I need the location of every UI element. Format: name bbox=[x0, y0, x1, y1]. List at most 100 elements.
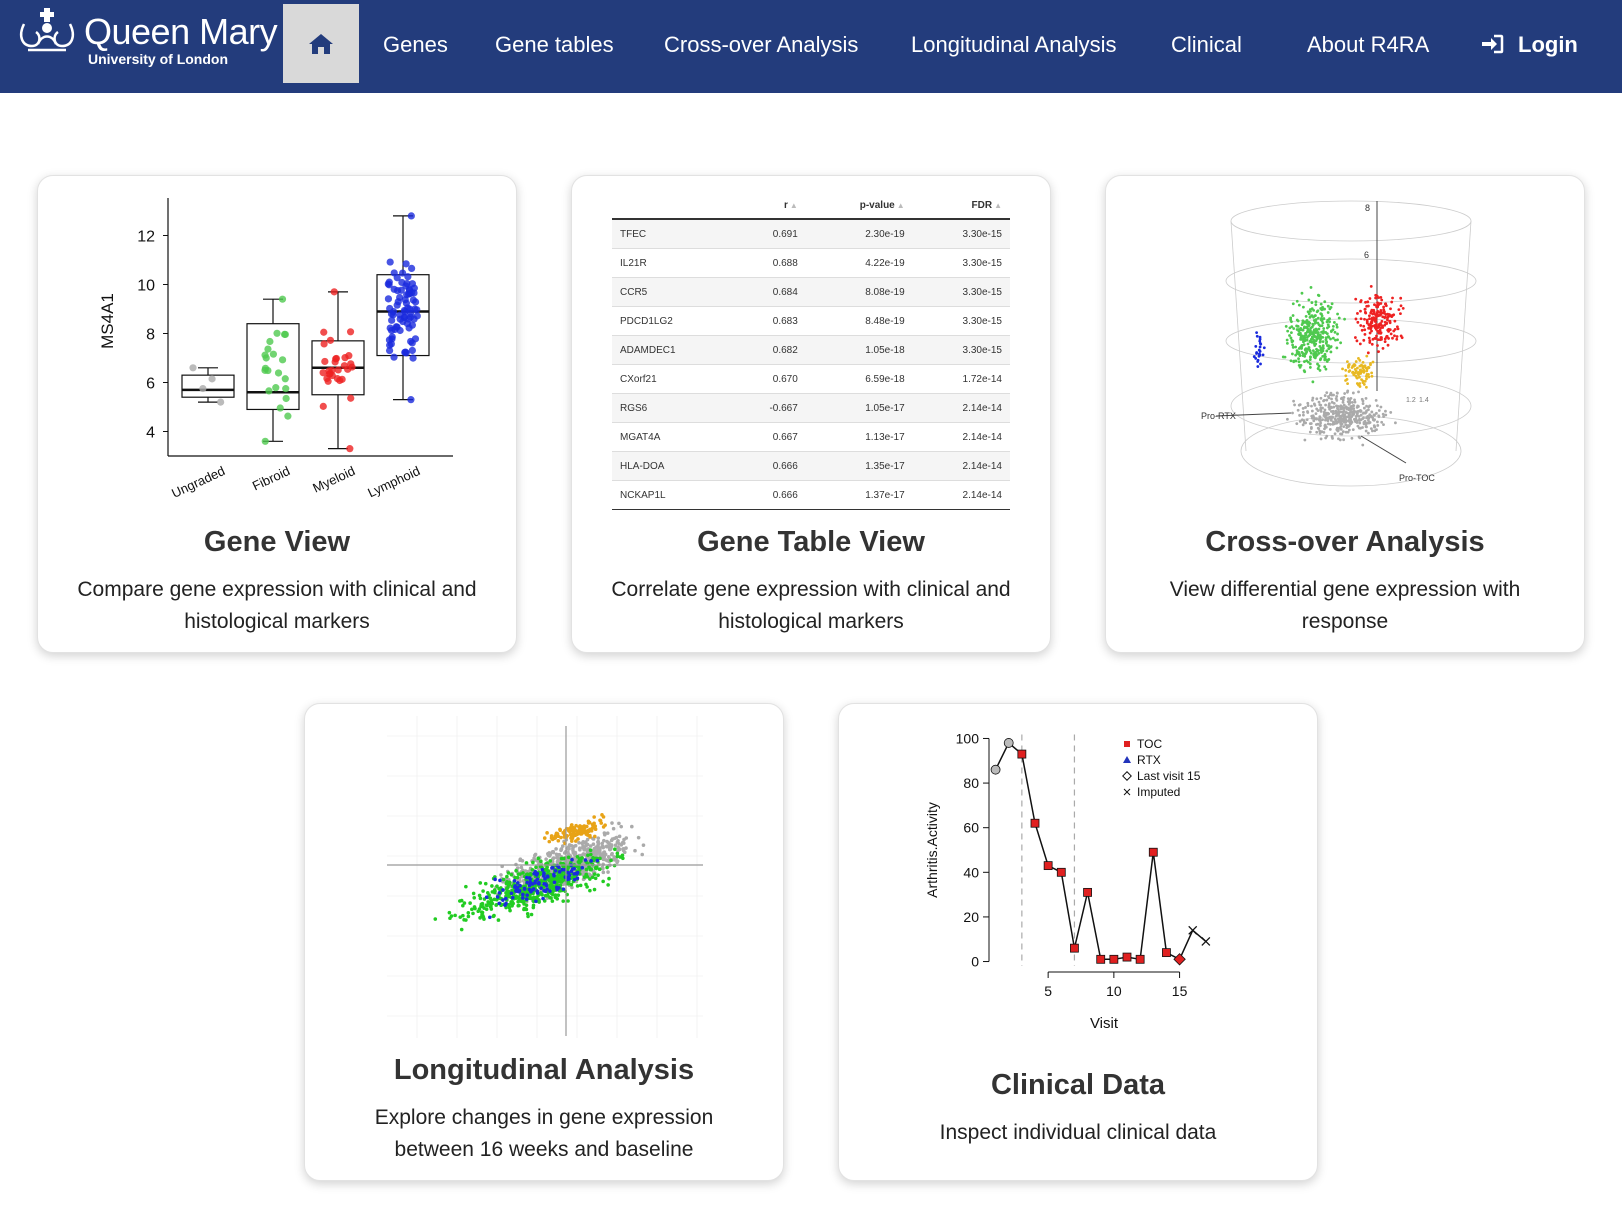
data-point bbox=[1368, 317, 1371, 321]
data-point bbox=[1335, 426, 1339, 430]
data-point bbox=[607, 876, 611, 881]
home-icon bbox=[309, 33, 333, 54]
data-point bbox=[537, 900, 541, 904]
table-cell: 4.22e-19 bbox=[805, 248, 913, 278]
data-point bbox=[1314, 303, 1318, 307]
data-point bbox=[1319, 302, 1323, 306]
table-cell: MGAT4A bbox=[612, 422, 728, 452]
nav-login[interactable]: Login bbox=[1480, 0, 1578, 90]
data-point bbox=[1362, 324, 1366, 328]
table-cell: 2.14e-14 bbox=[912, 480, 1010, 510]
co-tick-label: 1.2 bbox=[1406, 397, 1416, 404]
data-point bbox=[1370, 308, 1374, 312]
data-point bbox=[488, 915, 492, 920]
data-point bbox=[390, 353, 398, 361]
x-tick-label: Fibroid bbox=[250, 463, 292, 493]
y-axis-label: Arthritis.Activity bbox=[924, 802, 940, 898]
data-point bbox=[1297, 333, 1301, 336]
data-point bbox=[1347, 415, 1351, 419]
data-point bbox=[1308, 332, 1312, 336]
data-point bbox=[611, 826, 616, 831]
data-point bbox=[1386, 315, 1390, 319]
data-point bbox=[1056, 867, 1066, 877]
data-point bbox=[579, 859, 583, 863]
data-point bbox=[1346, 390, 1349, 394]
x-tick-label: 15 bbox=[1172, 983, 1188, 999]
data-point bbox=[1324, 425, 1328, 429]
y-tick-label: 100 bbox=[956, 734, 980, 746]
card-clinical-data[interactable]: 0 20 40 60 80 100 5 10 15 Visit Arthritis.Activity… bbox=[838, 703, 1318, 1181]
data-point bbox=[1291, 314, 1295, 317]
y-tick-label: 4 bbox=[146, 425, 155, 442]
data-point bbox=[595, 852, 599, 856]
data-point bbox=[495, 895, 500, 899]
data-point bbox=[1289, 359, 1293, 363]
qmul-logo[interactable]: Queen Mary University of London bbox=[16, 6, 278, 70]
nav-gene-tables[interactable]: Gene tables bbox=[495, 32, 614, 57]
nav-cross-over-analysis[interactable]: Cross-over Analysis bbox=[664, 32, 859, 57]
nav-genes[interactable]: Genes bbox=[383, 32, 448, 57]
data-point bbox=[1259, 362, 1262, 366]
data-point bbox=[1317, 323, 1321, 327]
data-point bbox=[493, 877, 497, 882]
data-point bbox=[1379, 322, 1382, 325]
data-point bbox=[1335, 421, 1339, 425]
data-point bbox=[1375, 304, 1379, 308]
data-point bbox=[217, 398, 225, 406]
data-point bbox=[1305, 359, 1309, 363]
data-point bbox=[1286, 329, 1290, 333]
data-point bbox=[1384, 315, 1387, 319]
card-gene-table-view[interactable]: r ▲ p-value ▲ FDR ▲ TFEC 0.691 2.30e-19 3.30e-… bbox=[571, 175, 1051, 653]
data-point bbox=[553, 868, 558, 873]
data-point bbox=[1346, 430, 1350, 434]
data-point bbox=[1334, 397, 1338, 400]
data-point bbox=[535, 877, 540, 881]
data-point bbox=[1362, 411, 1366, 415]
data-point bbox=[1304, 406, 1307, 409]
nav-longitudinal-analysis[interactable]: Longitudinal Analysis bbox=[911, 32, 1117, 57]
data-point bbox=[384, 280, 392, 288]
data-point bbox=[1325, 326, 1329, 330]
data-point bbox=[1030, 818, 1040, 828]
data-point bbox=[1374, 398, 1378, 402]
card-gene-view[interactable]: MS4A1 4 6 8 10 12 Ungraded Fibroid Myeloid Lymp… bbox=[37, 175, 517, 653]
data-point bbox=[1382, 423, 1385, 427]
data-point bbox=[510, 895, 515, 900]
data-point bbox=[1376, 344, 1379, 347]
nav-home-button[interactable] bbox=[283, 4, 359, 83]
data-point bbox=[1334, 414, 1338, 418]
data-point bbox=[479, 910, 484, 915]
data-point bbox=[1122, 952, 1132, 962]
data-point bbox=[278, 356, 287, 364]
card-crossover-analysis[interactable]: Pro-RTX Pro-TOC 8 6 1.2 1.4 Cross-over A… bbox=[1105, 175, 1585, 653]
data-point bbox=[1314, 335, 1317, 339]
card-longitudinal-analysis[interactable]: Longitudinal Analysis Explore changes in… bbox=[304, 703, 784, 1181]
data-point bbox=[1297, 363, 1301, 367]
data-point bbox=[280, 330, 289, 338]
series-line bbox=[994, 741, 1194, 961]
data-point bbox=[403, 291, 411, 299]
data-point bbox=[1370, 429, 1374, 433]
data-point bbox=[513, 875, 517, 880]
nav-clinical[interactable]: Clinical bbox=[1171, 32, 1242, 57]
data-point bbox=[1291, 302, 1295, 306]
data-point bbox=[400, 313, 408, 321]
data-point bbox=[1292, 360, 1296, 364]
data-point bbox=[1301, 305, 1305, 309]
table-cell: PDCD1LG2 bbox=[612, 306, 728, 336]
nav-about[interactable]: About R4RA bbox=[1307, 32, 1430, 57]
data-point bbox=[1355, 412, 1359, 415]
data-point bbox=[1380, 311, 1384, 315]
data-point bbox=[524, 861, 529, 865]
data-point bbox=[1303, 325, 1306, 329]
data-point bbox=[589, 859, 593, 863]
data-point bbox=[517, 889, 522, 894]
data-point bbox=[556, 856, 560, 861]
data-point bbox=[1321, 347, 1325, 350]
data-point bbox=[483, 881, 488, 886]
data-point bbox=[601, 866, 605, 871]
data-point bbox=[587, 829, 591, 834]
data-point bbox=[1354, 360, 1358, 363]
data-point bbox=[1323, 356, 1327, 360]
data-point bbox=[1328, 307, 1332, 311]
